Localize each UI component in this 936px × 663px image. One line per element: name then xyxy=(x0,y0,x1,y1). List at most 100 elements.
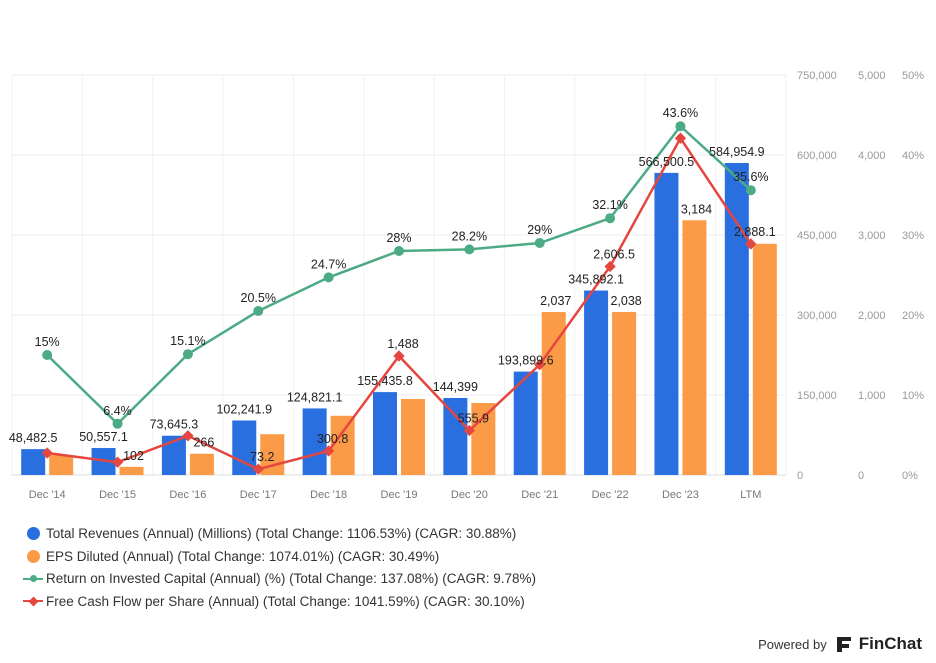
roic-data-label: 15.1% xyxy=(170,334,205,348)
revenue-data-label: 124,821.1 xyxy=(287,390,343,404)
legend-item[interactable]: Return on Invested Capital (Annual) (%) … xyxy=(22,567,536,590)
revenue-axis-tick: 750,000 xyxy=(797,70,837,82)
revenue-data-label: 48,482.5 xyxy=(9,431,58,445)
revenue-bar xyxy=(302,408,327,475)
roic-data-label: 24.7% xyxy=(311,257,346,271)
fcf-point xyxy=(463,424,476,437)
combo-chart: 0 0 0% 150,000 1,000 10% 300,000 2,000 20% 450,00… xyxy=(9,70,924,501)
x-axis-tick: Dec '15 xyxy=(99,489,136,501)
revenue-data-label: 144,399 xyxy=(433,380,478,394)
fcf-point xyxy=(322,445,335,457)
percent-axis-tick: 40% xyxy=(902,150,924,162)
roic-data-label: 28% xyxy=(386,231,411,245)
x-axis-tick: Dec '21 xyxy=(521,489,558,501)
revenue-data-label: 102,241.9 xyxy=(216,402,272,416)
revenue-axis-tick: 600,000 xyxy=(797,150,837,162)
roic-data-label: 28.2% xyxy=(452,229,487,243)
legend-label: EPS Diluted (Annual) (Total Change: 1074… xyxy=(46,548,440,564)
roic-data-label: 15% xyxy=(35,335,60,349)
footer: Powered by FinChat xyxy=(758,634,922,654)
x-axis-tick: Dec '17 xyxy=(240,489,277,501)
eps-data-label: 102 xyxy=(123,449,144,463)
eps-bar xyxy=(612,311,637,475)
fcf-data-label: 73.2 xyxy=(250,450,274,464)
eps-bar xyxy=(471,403,496,475)
roic-point xyxy=(394,246,404,256)
percent-axis-tick: 10% xyxy=(902,390,924,402)
roic-point xyxy=(112,418,123,429)
fcf-data-label: 300.8 xyxy=(317,432,348,446)
fcf-point xyxy=(674,132,687,144)
revenue-data-label: 345,892.1 xyxy=(568,273,624,287)
fcf-data-label: 2,606.5 xyxy=(593,247,635,261)
revenue-axis-tick: 300,000 xyxy=(797,310,837,322)
revenue-data-label: 73,645.3 xyxy=(150,418,199,432)
revenue-bar xyxy=(443,397,468,475)
eps-axis-tick: 5,000 xyxy=(858,70,886,82)
legend-marker-icon xyxy=(22,549,44,563)
roic-data-label: 43.6% xyxy=(663,106,698,120)
x-axis-tick: Dec '14 xyxy=(29,489,66,501)
eps-axis-tick: 3,000 xyxy=(858,230,886,242)
x-axis-tick: Dec '18 xyxy=(310,489,347,501)
eps-bar xyxy=(541,312,566,475)
fcf-point xyxy=(182,430,194,442)
eps-data-label: 2,037 xyxy=(540,294,571,308)
legend-label: Total Revenues (Annual) (Millions) (Tota… xyxy=(46,525,517,541)
eps-data-label: 266 xyxy=(193,436,214,450)
legend-label: Free Cash Flow per Share (Annual) (Total… xyxy=(46,593,525,609)
percent-axis-tick: 30% xyxy=(902,230,924,242)
revenue-bar xyxy=(513,371,538,475)
x-axis-tick: Dec '20 xyxy=(451,489,488,501)
revenue-bar xyxy=(21,449,46,475)
eps-axis-tick: 1,000 xyxy=(858,390,886,402)
fcf-data-label: 1,488 xyxy=(387,337,418,351)
revenue-data-label: 584,954.9 xyxy=(709,145,765,159)
eps-bar xyxy=(189,453,214,475)
revenue-data-label: 155,435.8 xyxy=(357,374,413,388)
revenue-bar xyxy=(724,163,749,475)
revenue-data-label: 566,500.5 xyxy=(639,155,695,169)
roic-point xyxy=(745,185,756,196)
legend-item[interactable]: EPS Diluted (Annual) (Total Change: 1074… xyxy=(22,545,536,568)
roic-point xyxy=(534,238,545,248)
roic-data-label: 29% xyxy=(527,223,552,237)
revenue-axis-tick: 150,000 xyxy=(797,390,837,402)
eps-bar xyxy=(401,399,425,475)
x-axis-tick: Dec '16 xyxy=(169,489,206,501)
revenue-bar xyxy=(232,420,257,475)
eps-bar xyxy=(119,466,144,475)
x-axis-tick: Dec '19 xyxy=(381,489,418,501)
percent-axis-tick: 0% xyxy=(902,470,918,482)
roic-point xyxy=(182,349,193,360)
revenue-axis-tick: 0 xyxy=(797,470,803,482)
fcf-data-label: 555.9 xyxy=(458,412,489,426)
legend-label: Return on Invested Capital (Annual) (%) … xyxy=(46,571,536,587)
eps-bar xyxy=(752,243,777,475)
legend-marker-icon xyxy=(22,596,44,607)
legend-item[interactable]: Free Cash Flow per Share (Annual) (Total… xyxy=(22,590,536,613)
fcf-point xyxy=(604,260,616,273)
revenue-data-label: 193,899.6 xyxy=(498,354,554,368)
legend: Total Revenues (Annual) (Millions) (Tota… xyxy=(22,522,536,613)
eps-data-label: 2,038 xyxy=(610,294,641,308)
revenue-bar xyxy=(654,172,679,475)
fcf-point xyxy=(534,358,546,371)
eps-axis-tick: 4,000 xyxy=(858,150,886,162)
x-axis-tick: Dec '22 xyxy=(592,489,629,501)
revenue-data-label: 50,557.1 xyxy=(79,430,128,444)
roic-data-label: 6.4% xyxy=(103,404,132,418)
powered-by-text: Powered by xyxy=(758,636,827,652)
percent-axis-tick: 50% xyxy=(902,70,924,82)
revenue-bar xyxy=(584,290,609,475)
roic-point xyxy=(675,121,686,132)
fcf-point xyxy=(393,350,405,362)
roic-point xyxy=(464,244,475,255)
legend-marker-icon xyxy=(22,526,44,540)
x-axis-tick: LTM xyxy=(740,489,761,501)
eps-bar xyxy=(330,415,355,475)
x-axis-tick: Dec '23 xyxy=(662,489,699,501)
roic-data-label: 32.1% xyxy=(592,198,627,212)
legend-item[interactable]: Total Revenues (Annual) (Millions) (Tota… xyxy=(22,522,536,545)
